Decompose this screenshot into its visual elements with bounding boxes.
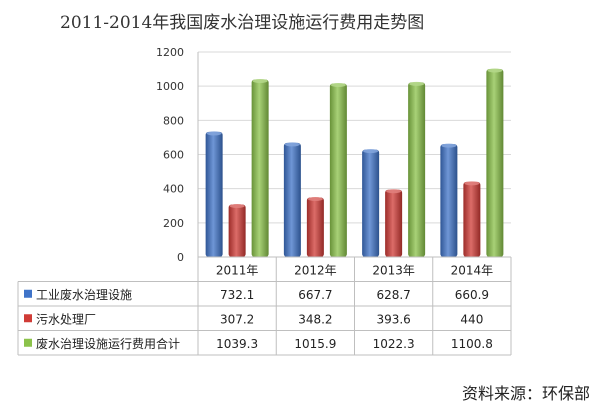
bar	[228, 204, 246, 257]
bar-top	[206, 131, 222, 136]
legend-label: 污水处理厂	[36, 312, 96, 326]
legend-label: 工业废水治理设施	[36, 287, 132, 302]
x-tick-label: 2011年	[216, 263, 259, 277]
bar-top	[229, 204, 245, 209]
x-tick-label: 2014年	[451, 263, 494, 277]
legend-swatch	[24, 289, 32, 298]
bar	[385, 189, 403, 257]
data-label: 1015.9	[294, 337, 336, 351]
y-tick-label: 0	[177, 251, 184, 264]
y-tick-label: 600	[163, 149, 184, 162]
data-label: 348.2	[298, 312, 332, 326]
data-label: 667.7	[298, 288, 332, 302]
data-label: 307.2	[220, 312, 254, 326]
bar-top	[307, 197, 323, 202]
legend-swatch	[24, 338, 32, 347]
bar-top	[409, 81, 425, 86]
data-label: 1100.8	[451, 337, 493, 351]
bar-top	[363, 149, 379, 154]
data-label: 1039.3	[216, 337, 258, 351]
data-label: 660.9	[455, 288, 489, 302]
source-note: 资料来源：环保部	[461, 384, 590, 403]
y-tick-label: 1000	[156, 80, 184, 93]
bar	[362, 149, 380, 257]
legend-label: 废水治理设施运行费用合计	[36, 336, 180, 351]
bar	[329, 83, 347, 258]
data-label: 440	[460, 312, 483, 326]
chart-title: 2011-2014年我国废水治理设施运行费用走势图	[60, 13, 425, 33]
bar-top	[284, 142, 300, 147]
bar-top	[487, 68, 503, 73]
bar	[486, 68, 504, 258]
data-label: 393.6	[376, 312, 410, 326]
x-tick-label: 2013年	[372, 263, 415, 277]
data-label: 628.7	[376, 288, 410, 302]
y-tick-label: 200	[163, 217, 184, 230]
y-tick-label: 800	[163, 114, 184, 127]
data-label: 1022.3	[373, 337, 415, 351]
bar-top	[386, 189, 402, 194]
y-tick-label: 1200	[156, 46, 184, 59]
bar	[205, 131, 223, 257]
y-tick-label: 400	[163, 183, 184, 196]
bar	[306, 197, 324, 257]
bar-top	[330, 82, 346, 87]
bar	[283, 142, 301, 257]
bar	[408, 82, 426, 257]
bar	[440, 144, 458, 257]
bar-top	[252, 78, 268, 83]
bar	[251, 79, 269, 258]
bar-top	[464, 181, 480, 186]
bar-top	[441, 143, 457, 148]
data-label: 732.1	[220, 288, 254, 302]
x-tick-label: 2012年	[294, 263, 337, 277]
legend-swatch	[24, 314, 32, 323]
bar	[463, 181, 481, 257]
